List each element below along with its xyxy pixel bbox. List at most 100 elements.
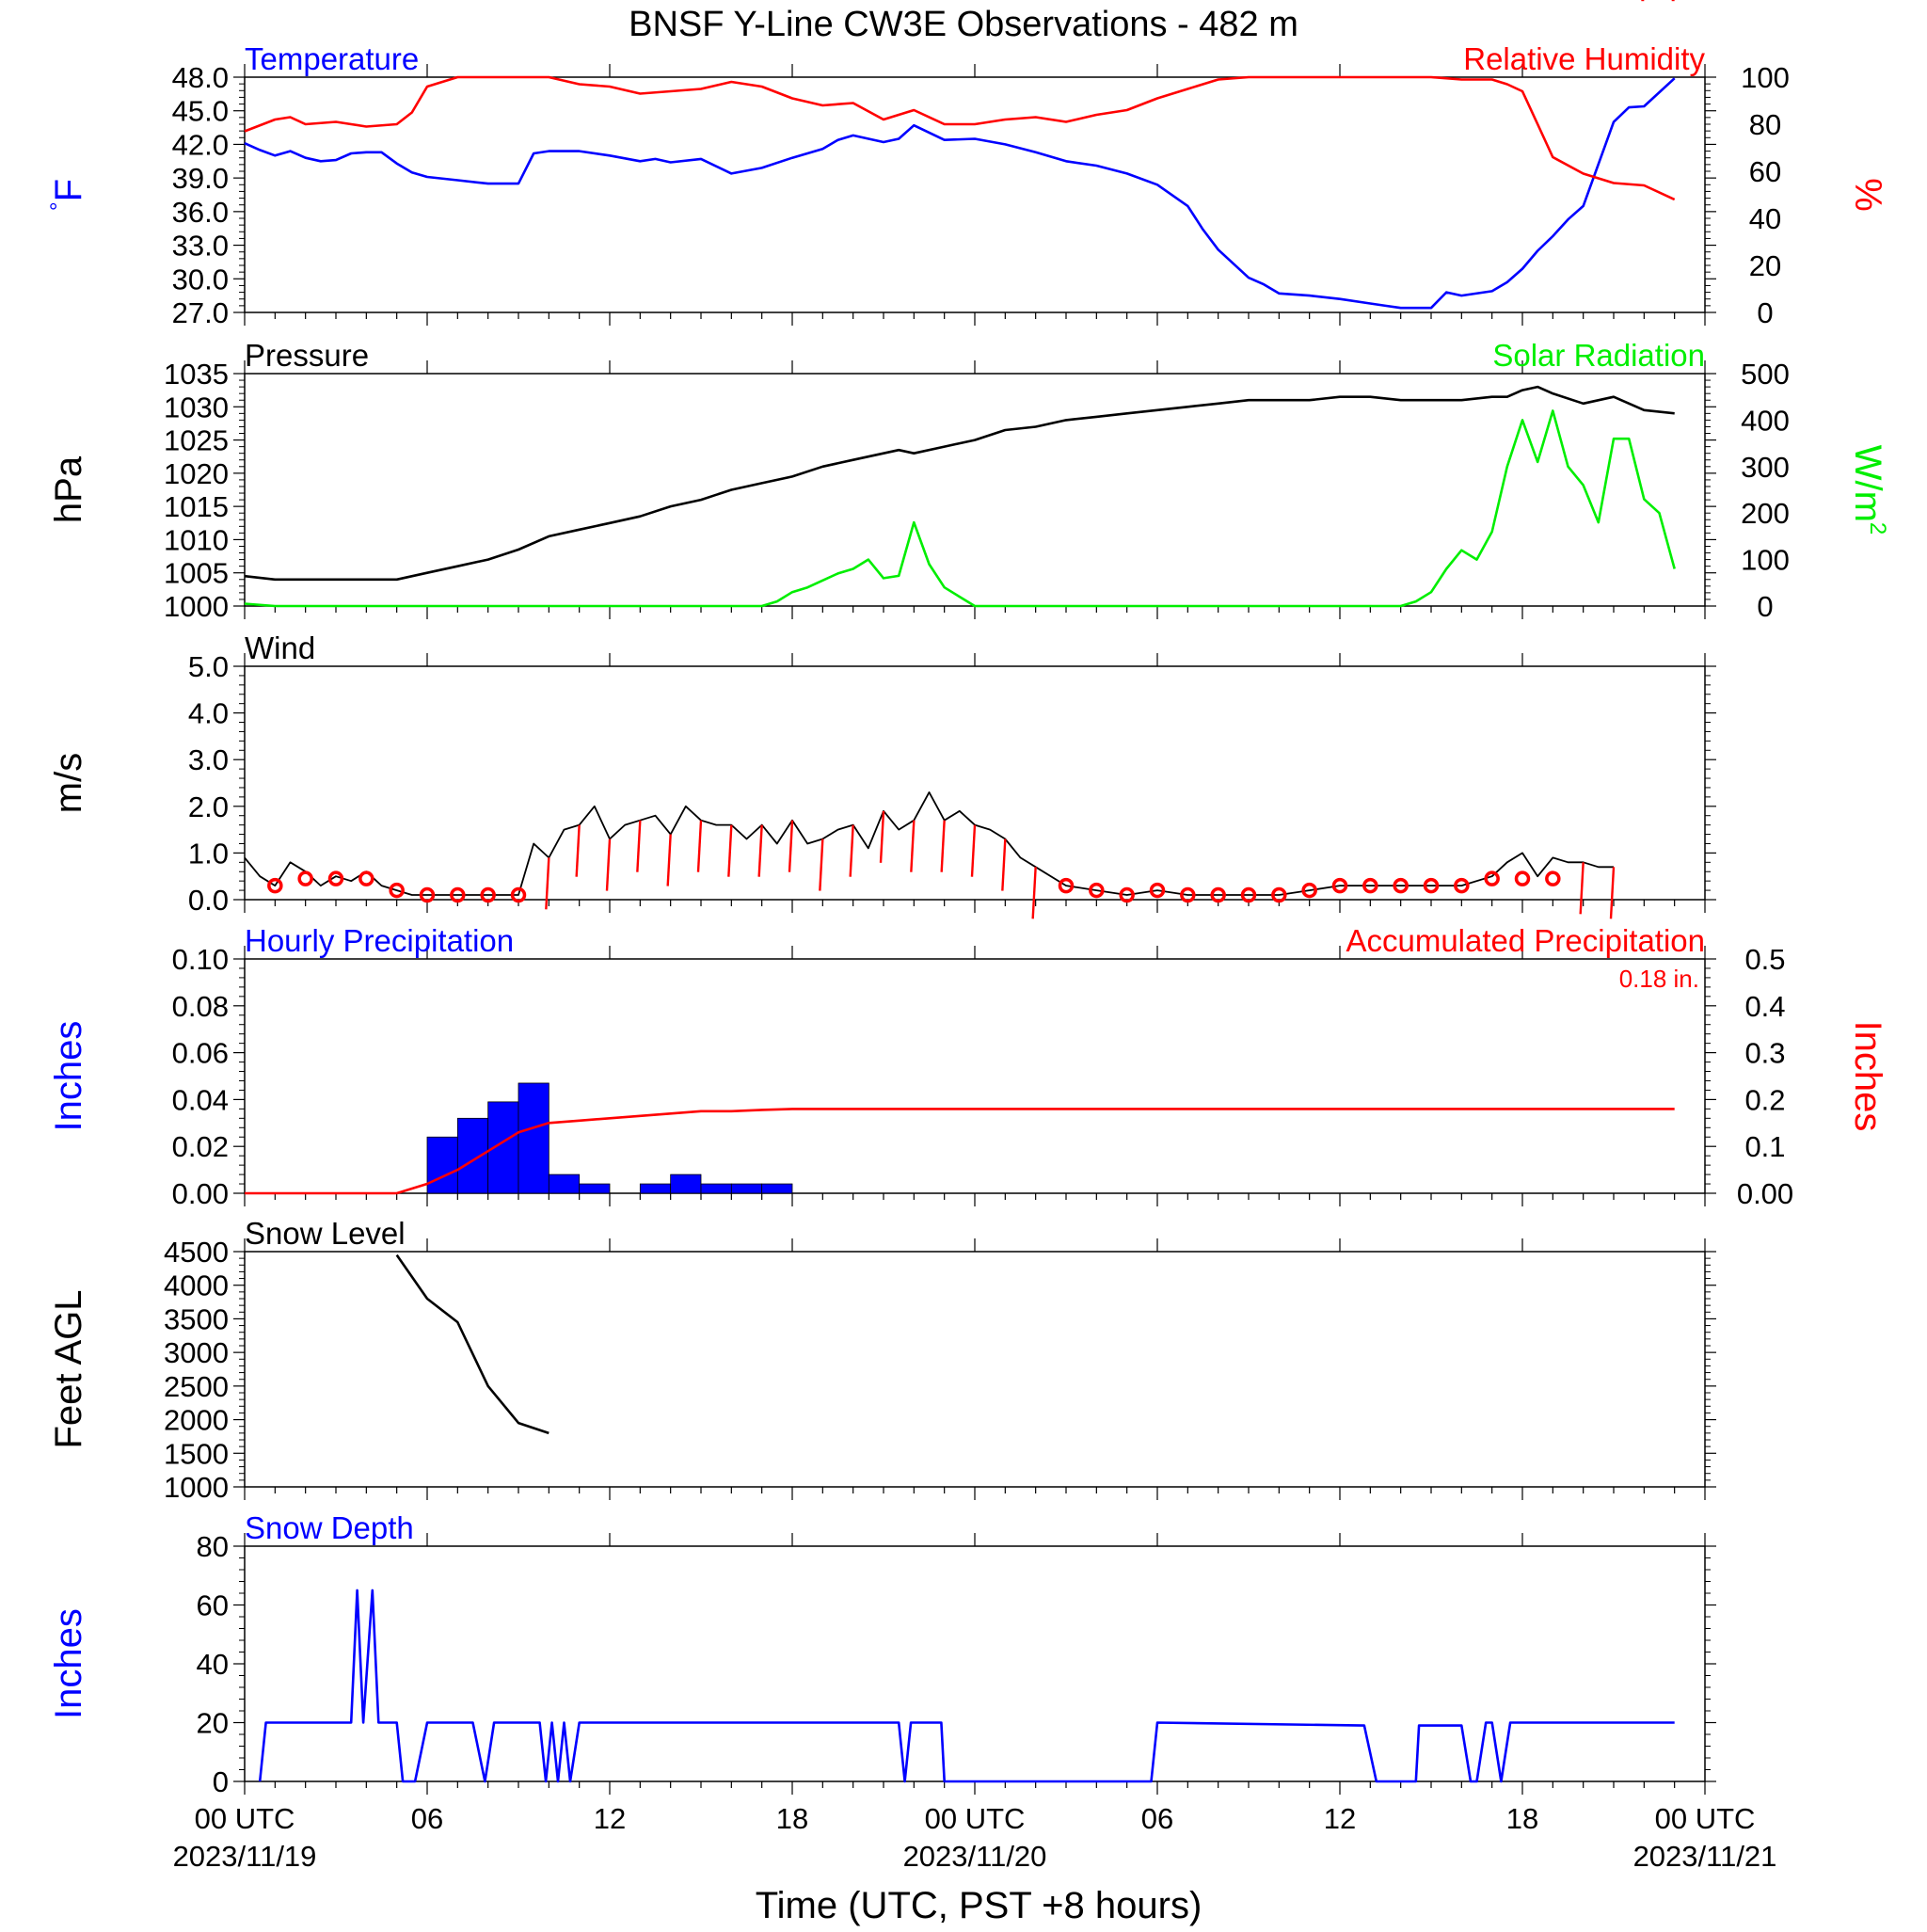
y-left-unit-label: hPa: [48, 455, 89, 523]
y-left-tick-label: 39.0: [172, 162, 229, 195]
y-right-tick-label: 80: [1749, 108, 1781, 141]
x-axis-label: Time (UTC, PST +8 hours): [756, 1885, 1202, 1926]
wind-calm-marker: [1210, 886, 1226, 903]
wind-barb: [575, 824, 581, 877]
wind-calm-marker: [358, 870, 374, 886]
wind-calm-marker: [1393, 877, 1409, 894]
x-tick-label: 06: [411, 1802, 443, 1835]
panel-frame: [244, 1545, 1706, 1782]
y-left-tick-label: 0.06: [172, 1037, 229, 1070]
panel-title-left: Hourly Precipitation: [245, 923, 514, 958]
x-date-label: 2023/11/19: [173, 1840, 317, 1873]
x-tick-label: 18: [776, 1802, 808, 1835]
wind-calm-marker: [389, 882, 405, 899]
y-left-unit-label: Inches: [48, 1608, 89, 1719]
panel-title-left: Snow Level: [245, 1216, 406, 1251]
y-left-tick-label: 4.0: [188, 697, 229, 730]
wind-barb: [849, 824, 854, 877]
wind-calm-marker: [1149, 882, 1166, 899]
wind-calm-marker: [1119, 886, 1135, 903]
x-axis-labels: 00 UTC 2023/11/19 06 12 18 00 UTC 2023/11/20 06…: [173, 1802, 1777, 1873]
y-left-tick-label: 0.04: [172, 1083, 229, 1116]
x-tick-label: 06: [1141, 1802, 1173, 1835]
y-left-tick-label: 0.08: [172, 990, 229, 1023]
y-left-tick-label: 1020: [164, 457, 229, 490]
y-left-tick-label: 80: [197, 1530, 229, 1563]
x-date-label: 2023/11/20: [903, 1840, 1047, 1873]
wind-barb: [727, 824, 733, 877]
y-left-unit-label: m/s: [48, 753, 89, 813]
accumulated-total-note: 0.18 in.: [1619, 965, 1699, 993]
accumulated-precipitation-line: [245, 1108, 1675, 1195]
y-left-tick-label: 45.0: [172, 95, 229, 128]
y-left-tick-label: 36.0: [172, 196, 229, 229]
y-left-tick-label: 48.0: [172, 61, 229, 94]
y-left-tick-label: 0.0: [188, 884, 229, 917]
y-left-tick-label: 4000: [164, 1269, 229, 1302]
panel-wind: 5.0 4.0 3.0 2.0 1.0 0.0 Wind m/s: [48, 0, 1716, 919]
y-right-tick-label: 0: [1757, 296, 1773, 329]
y-left-tick-label: 1035: [164, 358, 229, 391]
wind-calm-marker: [480, 886, 496, 903]
y-left-unit-label: Inches: [48, 1021, 89, 1132]
x-tick-label: 18: [1506, 1802, 1538, 1835]
panel-frame: [244, 373, 1706, 607]
panel-temp_rh: 48.045.042.039.036.033.030.027.0 100 80 60 4…: [46, 41, 1888, 329]
panels-layer: 48.045.042.039.036.033.030.027.0 100 80 60 4…: [46, 0, 1890, 1798]
y-left-tick-label: 0.00: [172, 1177, 229, 1210]
y-left-unit-label: °F: [46, 179, 89, 211]
wind-calm-marker: [1545, 870, 1561, 886]
y-right-tick-label: 0.00: [1737, 1177, 1793, 1210]
precip-bar: [518, 1082, 549, 1194]
y-right-tick-label: 0.1: [1744, 1130, 1785, 1163]
panel-snow_depth: 80 60 40 20 0 Snow Depth Inches: [48, 1510, 1716, 1798]
x-tick-label: 12: [1324, 1802, 1356, 1835]
y-left-unit-label: Feet AGL: [48, 1290, 89, 1449]
precip-bar: [670, 1174, 702, 1194]
y-left-tick-label: 2500: [164, 1370, 229, 1403]
wind-calm-marker: [1454, 877, 1470, 894]
y-right-tick-label: 0: [1757, 590, 1773, 623]
x-tick-label: 00 UTC: [925, 1802, 1026, 1835]
y-right-tick-label: 400: [1741, 404, 1790, 437]
y-left-tick-label: 27.0: [172, 296, 229, 329]
wind-barb: [757, 824, 763, 877]
precip-bar: [456, 1117, 489, 1194]
y-right-tick-label: 100: [1741, 544, 1790, 577]
wind-calm-marker: [267, 877, 283, 894]
y-right-tick-label: 40: [1749, 202, 1781, 235]
snow-depth-line: [258, 1589, 1675, 1783]
relative-humidity-line: [244, 75, 1676, 201]
y-right-tick-label: 100: [1741, 61, 1790, 94]
y-left-tick-label: 1015: [164, 490, 229, 523]
y-left-tick-label: 1005: [164, 557, 229, 590]
wind-barb: [605, 838, 612, 891]
wind-calm-marker: [1362, 877, 1378, 894]
solar-radiation-line: [244, 409, 1676, 608]
y-left-tick-label: 40: [197, 1648, 229, 1681]
wind-calm-marker: [1089, 882, 1105, 899]
wind-calm-marker: [1331, 877, 1348, 894]
y-left-tick-label: 60: [197, 1589, 229, 1622]
wind-calm-marker: [450, 886, 466, 903]
panel-title-right: Relative Humidity: [1463, 41, 1705, 76]
panel-title-left: Snow Depth: [245, 1510, 414, 1545]
wind-calm-marker: [1240, 886, 1257, 903]
wind-barb: [545, 857, 550, 910]
temperature-line: [244, 77, 1676, 310]
wind-calm-marker: [1271, 886, 1287, 903]
y-left-tick-label: 3.0: [188, 743, 229, 776]
wind-barb: [666, 834, 672, 886]
y-left-tick-label: 5.0: [188, 650, 229, 683]
wind-calm-marker: [1423, 877, 1440, 894]
wind-barb: [910, 820, 916, 872]
wind-barb: [1031, 867, 1037, 919]
x-tick-label: 00 UTC: [1655, 1802, 1756, 1835]
y-right-tick-label: 0.4: [1744, 990, 1785, 1023]
wind-barb: [940, 820, 946, 872]
wind-line: [244, 791, 1614, 896]
wind-barb: [970, 824, 977, 877]
y-left-tick-label: 2000: [164, 1404, 229, 1437]
